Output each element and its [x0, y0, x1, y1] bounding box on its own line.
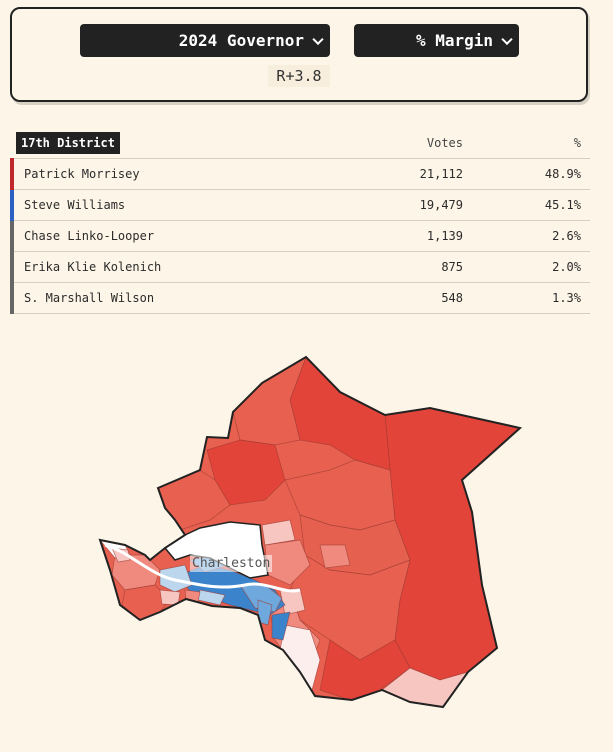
- candidate-pct: 48.9%: [472, 158, 590, 190]
- pct-header: %: [573, 136, 581, 150]
- district-header: 17th District: [12, 128, 334, 159]
- table-row[interactable]: Chase Linko-Looper 1,139 2.6%: [10, 220, 590, 252]
- overall-margin: R+3.8: [12, 65, 586, 87]
- table-row[interactable]: Erika Klie Kolenich 875 2.0%: [10, 251, 590, 283]
- results-header-row: 17th District Votes %: [12, 128, 590, 159]
- candidate-name: Erika Klie Kolenich: [10, 251, 334, 283]
- results-table: 17th District Votes % Patrick Morrisey 2…: [10, 128, 590, 314]
- chevron-down-icon: [312, 33, 324, 45]
- controls-panel: 2024 Governor % Margin R+3.8: [10, 7, 588, 102]
- precinct-west-tilt[interactable]: [111, 547, 131, 563]
- precinct-east[interactable]: [384, 407, 520, 681]
- river: [104, 543, 301, 593]
- candidate-votes: 875: [334, 251, 472, 283]
- race-select[interactable]: 2024 Governor: [80, 24, 330, 57]
- district-border: [98, 355, 523, 709]
- candidate-votes: 21,112: [334, 158, 472, 190]
- candidate-name: Chase Linko-Looper: [10, 220, 334, 252]
- candidate-name: S. Marshall Wilson: [10, 282, 334, 314]
- precinct-light-2[interactable]: [261, 519, 296, 546]
- candidate-votes: 19,479: [334, 189, 472, 221]
- district-badge: 17th District: [16, 132, 120, 154]
- city-label: Charleston: [190, 555, 273, 572]
- candidate-votes: 548: [334, 282, 472, 314]
- candidate-votes: 1,139: [334, 220, 472, 252]
- candidate-pct: 45.1%: [472, 189, 590, 221]
- metric-select-value: % Margin: [415, 31, 493, 50]
- votes-header: Votes: [426, 136, 463, 150]
- precinct-light-3[interactable]: [319, 544, 351, 569]
- precinct-south-2[interactable]: [319, 639, 411, 701]
- overall-margin-value: R+3.8: [268, 65, 330, 87]
- district-map[interactable]: [0, 345, 613, 725]
- precinct-light-4[interactable]: [279, 587, 306, 616]
- candidate-pct: 2.6%: [472, 220, 590, 252]
- candidate-pct: 1.3%: [472, 282, 590, 314]
- table-row[interactable]: Patrick Morrisey 21,112 48.9%: [10, 158, 590, 190]
- metric-select[interactable]: % Margin: [354, 24, 519, 57]
- chevron-down-icon: [501, 33, 513, 45]
- candidate-name: Patrick Morrisey: [10, 158, 334, 190]
- precinct-north[interactable]: [232, 357, 307, 446]
- table-row[interactable]: Steve Williams 19,479 45.1%: [10, 189, 590, 221]
- candidate-pct: 2.0%: [472, 251, 590, 283]
- table-row[interactable]: S. Marshall Wilson 548 1.3%: [10, 282, 590, 314]
- race-select-value: 2024 Governor: [178, 31, 304, 50]
- precinct-dem-strip[interactable]: [271, 611, 291, 641]
- precinct-charleston-west[interactable]: [159, 564, 193, 593]
- candidate-name: Steve Williams: [10, 189, 334, 221]
